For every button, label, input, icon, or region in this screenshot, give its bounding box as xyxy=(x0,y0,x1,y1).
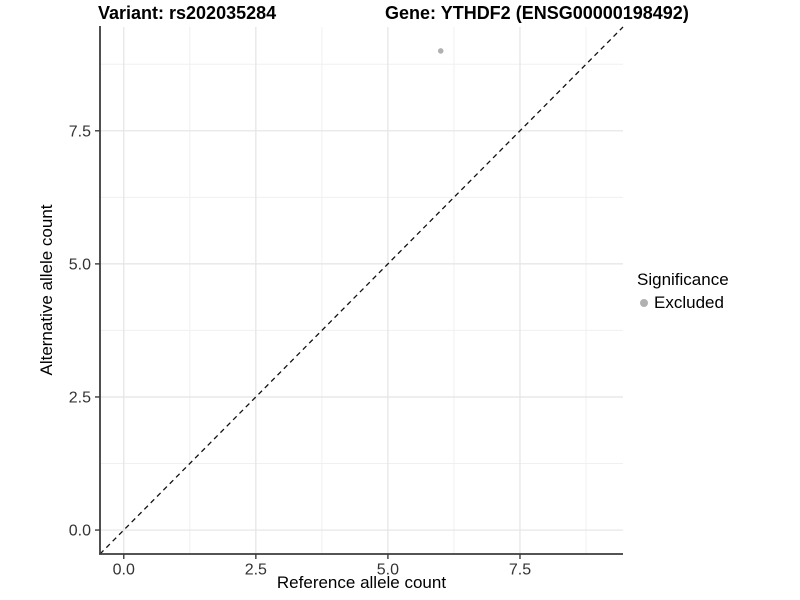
plot-title-gene: Gene: YTHDF2 (ENSG00000198492) xyxy=(385,3,689,23)
identity-dashed-line xyxy=(99,26,624,555)
x-tick-label: 0.0 xyxy=(113,561,135,578)
y-tick-label: 0.0 xyxy=(69,523,91,540)
legend-item-label: Excluded xyxy=(654,293,724,312)
y-tick-label: 5.0 xyxy=(69,256,91,273)
plot-canvas: 0.0 2.5 5.0 7.5 0.0 2.5 5.0 7.5 xyxy=(69,26,624,578)
excluded-marker-icon xyxy=(640,299,648,307)
legend-item-excluded: Excluded xyxy=(637,293,729,313)
x-tick-label: 2.5 xyxy=(245,561,267,578)
x-tick-label: 7.5 xyxy=(509,561,531,578)
plot-panel: 0.0 2.5 5.0 7.5 0.0 2.5 5.0 7.5 xyxy=(69,26,624,578)
y-tick-label: 2.5 xyxy=(69,390,91,407)
y-axis-title: Alternative allele count xyxy=(37,204,56,376)
legend-title: Significance xyxy=(637,270,729,289)
plot-title-variant: Variant: rs202035284 xyxy=(98,3,277,23)
data-point xyxy=(437,48,444,54)
x-axis-title: Reference allele count xyxy=(276,573,447,592)
legend: Significance Excluded xyxy=(637,270,729,313)
y-tick-label: 7.5 xyxy=(69,123,91,140)
x-tick-label: 5.0 xyxy=(377,561,399,578)
